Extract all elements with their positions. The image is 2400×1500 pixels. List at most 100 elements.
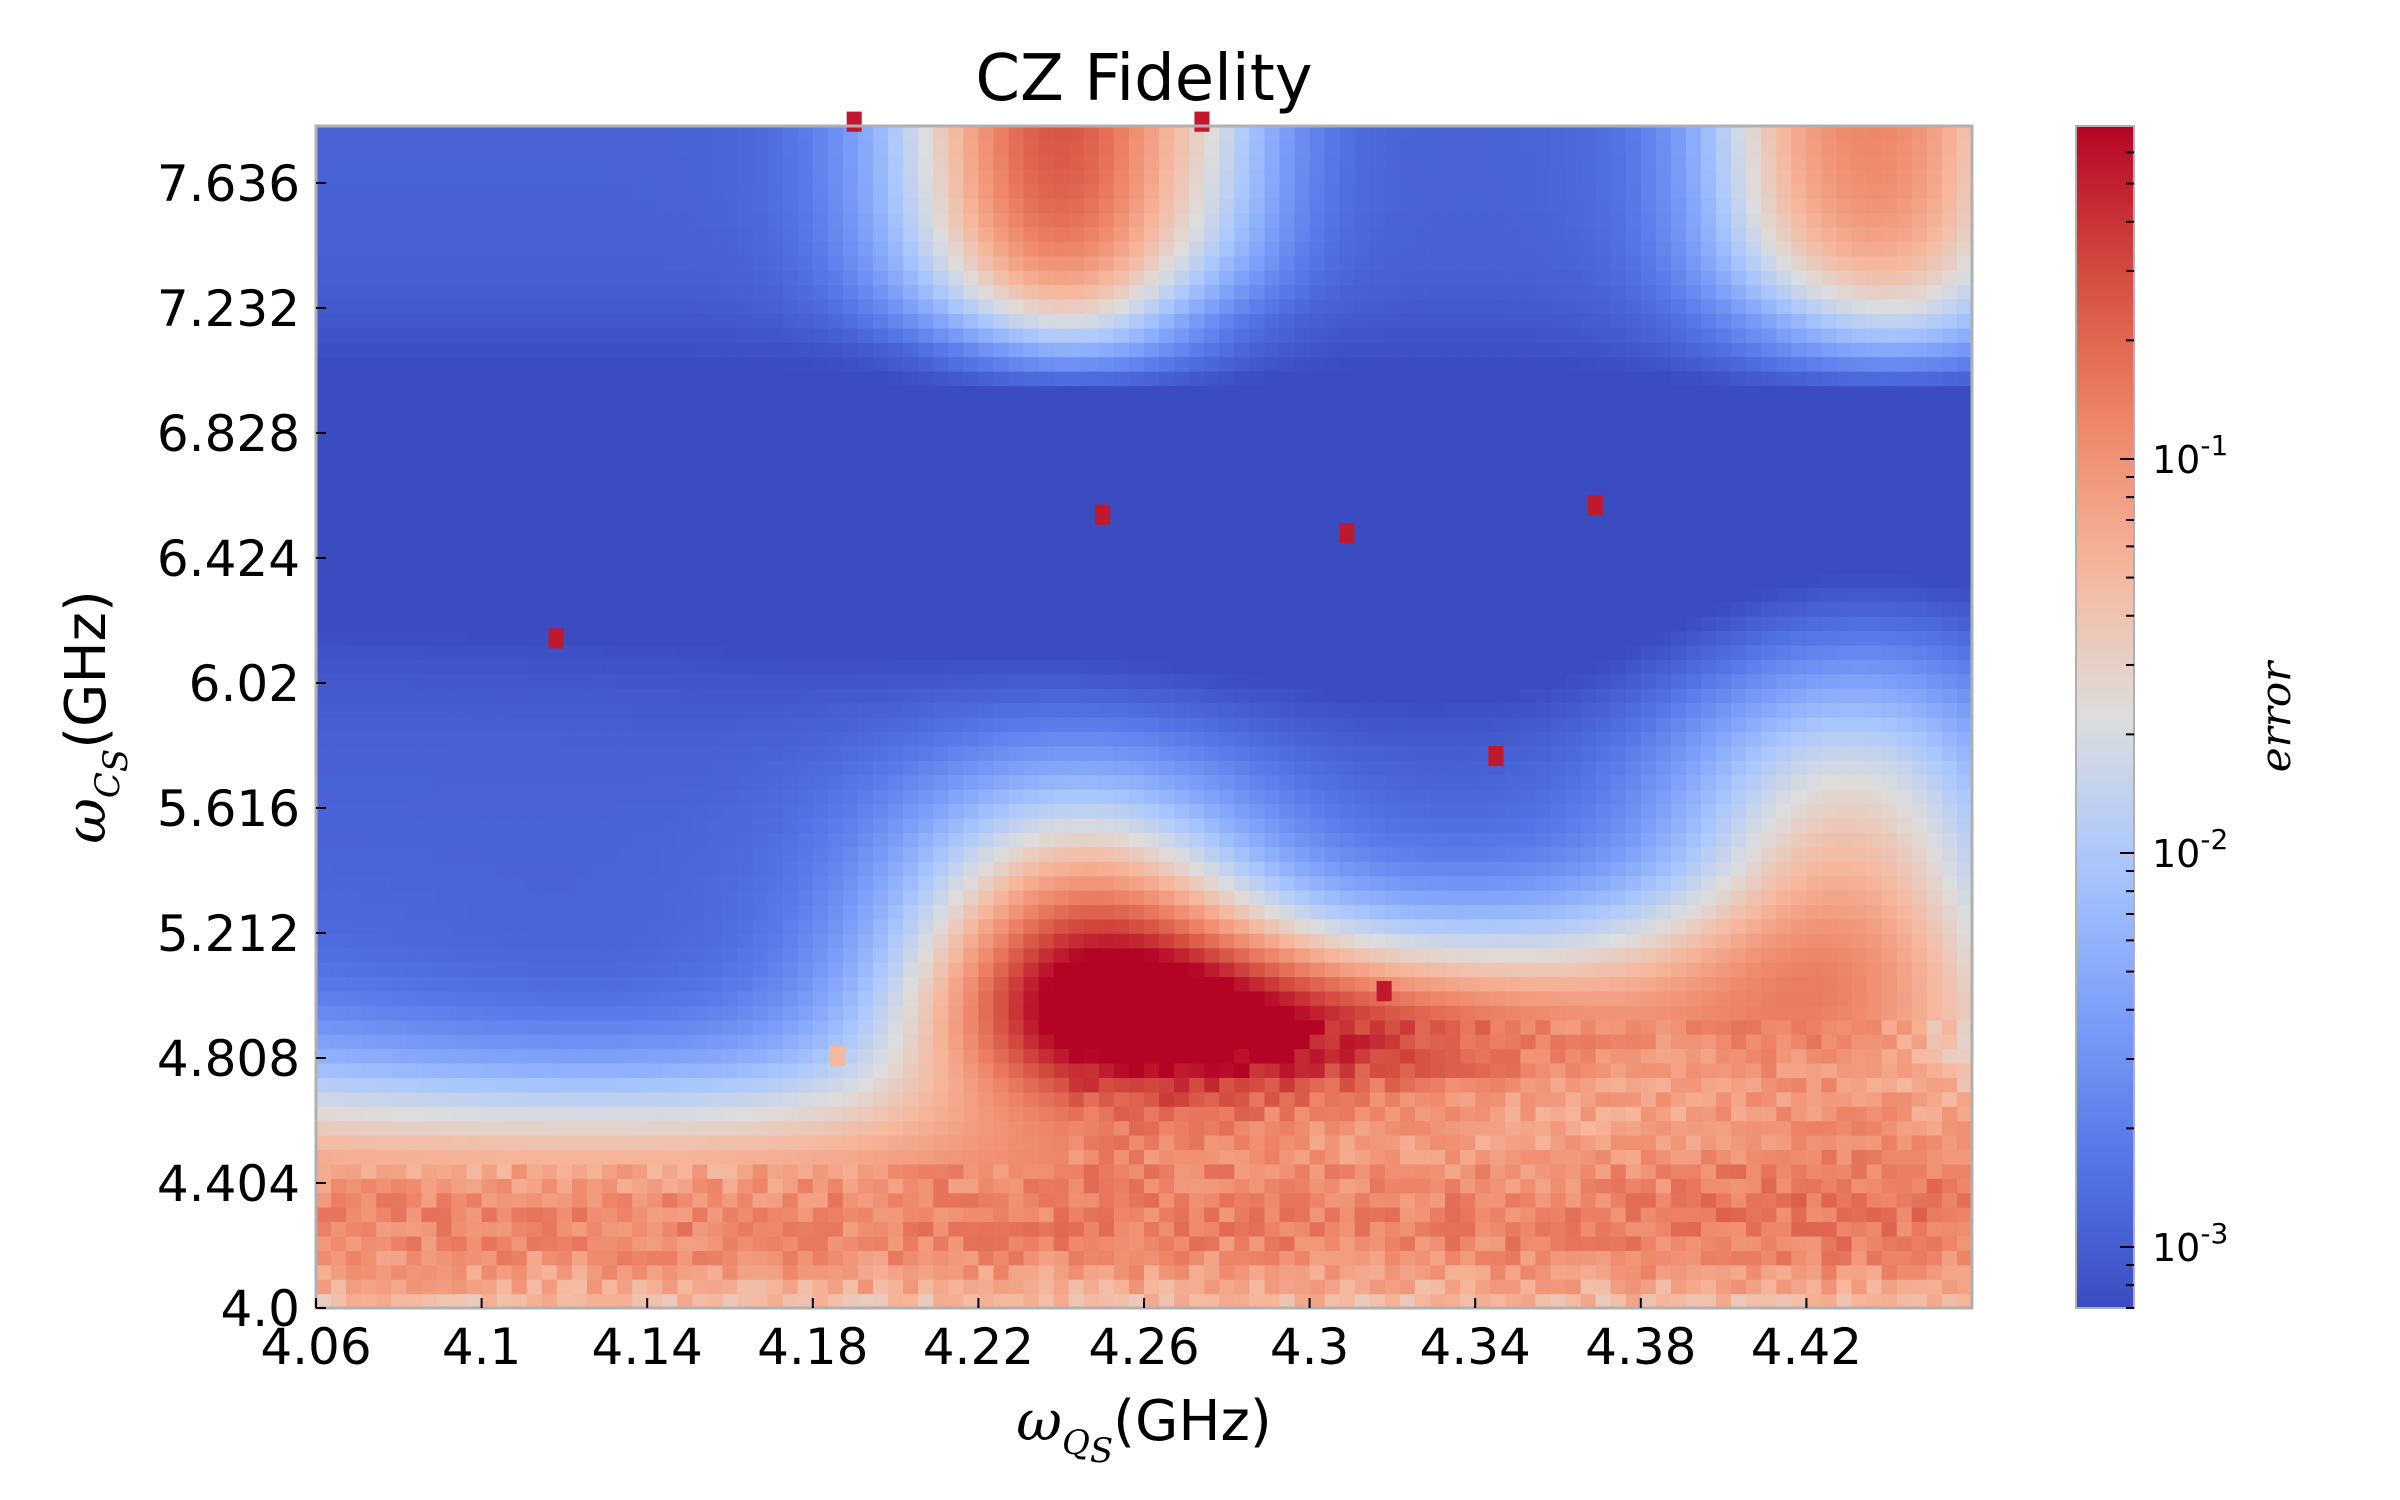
heatmap-cell — [677, 1106, 693, 1122]
heatmap-cell — [812, 918, 829, 934]
heatmap-cell — [1144, 529, 1160, 545]
heatmap-cell — [526, 572, 543, 588]
heatmap-cell — [1174, 255, 1190, 271]
heatmap-cell — [466, 356, 483, 372]
heatmap-cell — [331, 717, 347, 733]
heatmap-cell — [346, 861, 362, 877]
heatmap-cell — [827, 1221, 844, 1237]
heatmap-cell — [737, 385, 754, 401]
heatmap-cell — [827, 443, 844, 459]
heatmap-cell — [767, 904, 784, 920]
heatmap-cell — [496, 717, 513, 733]
heatmap-cell — [1174, 270, 1190, 286]
heatmap-cell — [842, 1077, 859, 1093]
heatmap-cell — [541, 1207, 558, 1223]
heatmap-cell — [782, 760, 799, 776]
heatmap-cell — [391, 126, 407, 142]
heatmap-cell — [361, 1293, 377, 1309]
heatmap-cell — [722, 1019, 739, 1035]
heatmap-cell — [1068, 1106, 1085, 1122]
heatmap-cell — [782, 298, 799, 314]
heatmap-cell — [1023, 572, 1040, 588]
heatmap-cell — [391, 1221, 407, 1237]
heatmap-cell — [617, 587, 633, 603]
heatmap-cell — [647, 443, 663, 459]
heatmap-cell — [1068, 154, 1085, 170]
heatmap-cell — [812, 443, 829, 459]
heatmap-cell — [1053, 1293, 1070, 1309]
heatmap-cell — [1038, 558, 1055, 574]
heatmap-cell — [827, 428, 844, 444]
heatmap-cell — [316, 846, 332, 862]
heatmap-cell — [722, 1163, 739, 1179]
heatmap-cell — [888, 875, 904, 891]
heatmap-cell — [1113, 198, 1130, 214]
heatmap-cell — [963, 1106, 979, 1122]
heatmap-cell — [376, 457, 392, 473]
heatmap-cell — [737, 140, 754, 156]
heatmap-cell — [978, 183, 995, 199]
heatmap-cell — [857, 371, 874, 387]
heatmap-cell — [1189, 904, 1205, 920]
heatmap-cell — [918, 399, 934, 415]
heatmap-cell — [632, 817, 648, 833]
heatmap-cell — [1174, 169, 1190, 185]
heatmap-cell — [481, 544, 498, 560]
heatmap-cell — [1174, 630, 1190, 646]
heatmap-cell — [586, 371, 603, 387]
heatmap-cell — [466, 515, 483, 531]
heatmap-cell — [1219, 1279, 1235, 1295]
heatmap-cell — [842, 947, 859, 963]
heatmap-cell — [346, 1120, 362, 1136]
heatmap-cell — [586, 760, 603, 776]
heatmap-cell — [1144, 1005, 1160, 1021]
heatmap-cell — [511, 255, 528, 271]
heatmap-cell — [586, 702, 603, 718]
heatmap-cell — [842, 760, 859, 776]
heatmap-cell — [1128, 1062, 1145, 1078]
heatmap-cell — [857, 1293, 874, 1309]
heatmap-cell — [1144, 601, 1160, 617]
heatmap-cell — [827, 1034, 844, 1050]
heatmap-cell — [903, 313, 919, 329]
heatmap-cell — [1189, 702, 1205, 718]
heatmap-cell — [873, 616, 889, 632]
heatmap-cell — [647, 327, 663, 343]
heatmap-cell — [556, 745, 573, 761]
heatmap-cell — [857, 789, 874, 805]
heatmap-cell — [376, 1192, 392, 1208]
heatmap-cell — [797, 1120, 814, 1136]
heatmap-cell — [1023, 1048, 1040, 1064]
heatmap-cell — [873, 572, 889, 588]
heatmap-cell — [511, 298, 528, 314]
heatmap-cell — [827, 226, 844, 242]
heatmap-cell — [782, 673, 799, 689]
heatmap-cell — [752, 774, 769, 790]
heatmap-cell — [888, 414, 904, 430]
heatmap-cell — [888, 846, 904, 862]
heatmap-cell — [406, 875, 422, 891]
heatmap-cell — [797, 1019, 814, 1035]
heatmap-cell — [361, 1019, 377, 1035]
heatmap-cell — [797, 630, 814, 646]
heatmap-cell — [451, 457, 468, 473]
heatmap-cell — [556, 817, 573, 833]
heatmap-cell — [677, 717, 693, 733]
heatmap-cell — [586, 140, 603, 156]
heatmap-cell — [918, 1149, 934, 1165]
heatmap-cell — [933, 1293, 949, 1309]
heatmap-cell — [978, 1005, 995, 1021]
heatmap-cell — [1113, 846, 1130, 862]
heatmap-cell — [948, 399, 964, 415]
heatmap-cell — [767, 558, 784, 574]
heatmap-cell — [481, 745, 498, 761]
heatmap-cell — [782, 327, 799, 343]
heatmap-cell — [511, 889, 528, 905]
heatmap-cell — [361, 1163, 377, 1179]
heatmap-cell — [571, 428, 588, 444]
heatmap-cell — [993, 500, 1010, 516]
heatmap-cell — [496, 731, 513, 747]
heatmap-cell — [451, 414, 468, 430]
heatmap-cell — [632, 558, 648, 574]
heatmap-cell — [571, 1062, 588, 1078]
